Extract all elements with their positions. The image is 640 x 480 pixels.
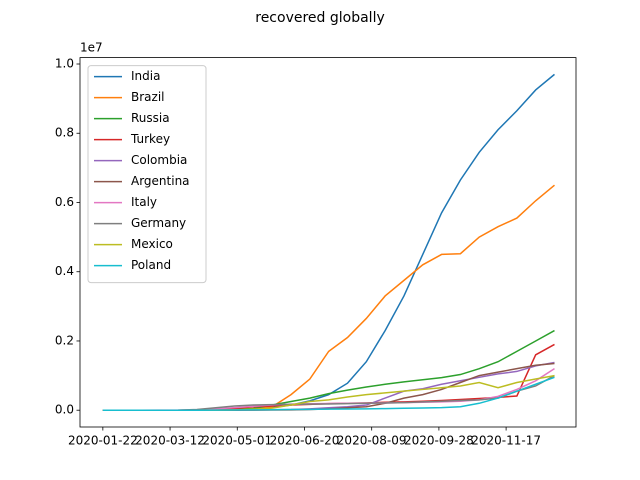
x-tick-label: 2020-08-09 xyxy=(337,434,407,448)
x-tick-label: 2020-03-12 xyxy=(135,434,205,448)
legend-label: Mexico xyxy=(131,237,173,251)
y-tick-label: 0.2 xyxy=(55,333,74,347)
x-tick-label: 2020-09-28 xyxy=(404,434,474,448)
series-line xyxy=(102,376,555,411)
y-offset-label: 1e7 xyxy=(80,41,103,55)
axes-frame xyxy=(79,57,577,428)
legend-label: Brazil xyxy=(131,90,165,104)
y-tick-label: 1.0 xyxy=(55,57,74,71)
legend-label: Poland xyxy=(131,258,171,272)
x-tick-label: 2020-06-20 xyxy=(270,434,340,448)
legend-label: Germany xyxy=(131,216,186,230)
chart-title: recovered globally xyxy=(255,10,385,26)
legend-label: Colombia xyxy=(131,153,187,167)
legend-label: Turkey xyxy=(130,132,170,146)
legend-label: Argentina xyxy=(131,174,190,188)
y-tick-label: 0.8 xyxy=(55,126,74,140)
legend-label: Russia xyxy=(131,111,170,125)
legend-label: India xyxy=(131,69,160,83)
y-tick-label: 0.0 xyxy=(55,403,74,417)
y-tick-label: 0.6 xyxy=(55,195,74,209)
x-tick-label: 2020-05-01 xyxy=(202,434,272,448)
y-tick-label: 0.4 xyxy=(55,264,74,278)
legend-frame xyxy=(87,65,207,284)
x-tick-label: 2020-11-17 xyxy=(471,434,541,448)
x-tick-label: 2020-01-22 xyxy=(68,434,138,448)
legend-label: Italy xyxy=(131,195,157,209)
